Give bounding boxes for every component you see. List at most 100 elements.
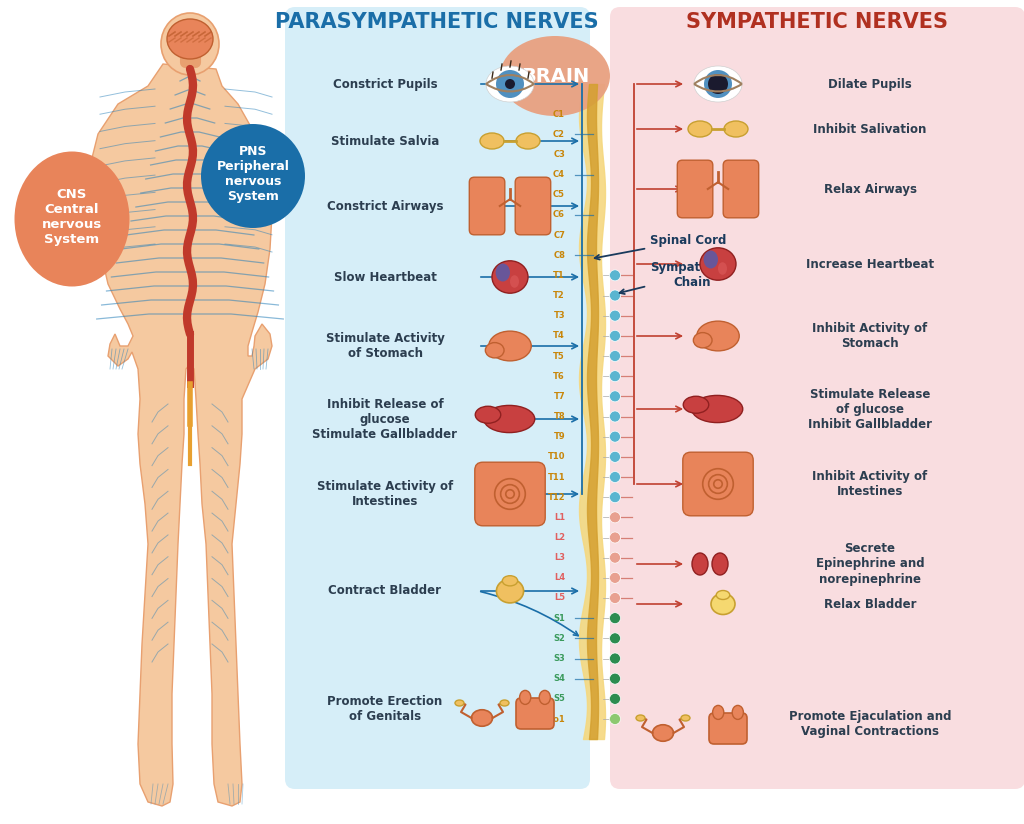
Text: S4: S4 [553, 674, 565, 683]
Ellipse shape [712, 553, 728, 575]
Circle shape [505, 79, 515, 89]
Circle shape [609, 653, 621, 664]
Circle shape [609, 492, 621, 503]
Text: Spinal Cord: Spinal Cord [595, 234, 726, 260]
Text: Constrict Airways: Constrict Airways [327, 199, 443, 213]
Ellipse shape [500, 36, 610, 116]
Circle shape [609, 269, 621, 281]
Text: Inhibit Activity of
Stomach: Inhibit Activity of Stomach [812, 322, 928, 350]
Text: Promote Erection
of Genitals: Promote Erection of Genitals [328, 695, 442, 723]
Circle shape [609, 330, 621, 341]
FancyBboxPatch shape [610, 7, 1024, 789]
Text: Stimulate Release
of glucose
Inhibit Gallbladder: Stimulate Release of glucose Inhibit Gal… [808, 387, 932, 430]
Text: PNS
Peripheral
nervous
System: PNS Peripheral nervous System [216, 145, 290, 203]
Text: T5: T5 [553, 352, 565, 361]
Text: Slow Heartbeat: Slow Heartbeat [334, 270, 436, 283]
Text: C6: C6 [553, 210, 565, 219]
Text: L1: L1 [554, 513, 565, 522]
Text: C3: C3 [553, 150, 565, 159]
Text: T8: T8 [553, 412, 565, 421]
Ellipse shape [497, 579, 523, 603]
Text: C5: C5 [553, 190, 565, 199]
FancyBboxPatch shape [723, 160, 759, 218]
Ellipse shape [732, 705, 743, 719]
Ellipse shape [485, 343, 504, 358]
Circle shape [609, 350, 621, 362]
Ellipse shape [492, 261, 528, 293]
Ellipse shape [683, 396, 709, 414]
Text: Stimulate Salvia: Stimulate Salvia [331, 134, 439, 147]
Text: T10: T10 [548, 452, 565, 461]
Text: S2: S2 [553, 634, 565, 643]
Text: T11: T11 [548, 472, 565, 481]
Circle shape [609, 613, 621, 624]
Ellipse shape [475, 406, 501, 424]
FancyBboxPatch shape [683, 452, 754, 516]
Circle shape [609, 552, 621, 563]
Text: Inhibit Activity of
Intestines: Inhibit Activity of Intestines [812, 470, 928, 498]
Text: Co1: Co1 [547, 714, 565, 723]
Text: S1: S1 [553, 614, 565, 623]
Text: Increase Heartbeat: Increase Heartbeat [806, 258, 934, 270]
Ellipse shape [688, 121, 712, 137]
Circle shape [609, 290, 621, 301]
Circle shape [705, 70, 732, 98]
Ellipse shape [496, 264, 510, 282]
Text: T3: T3 [553, 311, 565, 321]
Ellipse shape [692, 553, 708, 575]
Text: CNS
Central
nervous
System: CNS Central nervous System [42, 188, 102, 246]
Ellipse shape [711, 593, 735, 615]
Text: T9: T9 [553, 432, 565, 441]
Text: Sympathetic
Chain: Sympathetic Chain [620, 261, 733, 294]
Polygon shape [88, 64, 272, 806]
Circle shape [609, 592, 621, 603]
Text: Stimulate Activity of
Intestines: Stimulate Activity of Intestines [316, 480, 454, 508]
Ellipse shape [700, 248, 736, 280]
Ellipse shape [161, 13, 219, 75]
Ellipse shape [694, 66, 742, 102]
FancyBboxPatch shape [677, 160, 713, 218]
Text: Inhibit Release of
glucose
Stimulate Gallbladder: Inhibit Release of glucose Stimulate Gal… [312, 397, 458, 441]
Text: T6: T6 [553, 372, 565, 381]
Text: Relax Airways: Relax Airways [823, 182, 916, 195]
Circle shape [609, 714, 621, 724]
Circle shape [708, 74, 728, 94]
Ellipse shape [480, 133, 504, 149]
Text: T4: T4 [553, 331, 565, 340]
Circle shape [609, 452, 621, 462]
Circle shape [609, 411, 621, 422]
FancyBboxPatch shape [469, 177, 505, 235]
Text: Stimulate Activity
of Stomach: Stimulate Activity of Stomach [326, 332, 444, 360]
Ellipse shape [681, 715, 690, 721]
Ellipse shape [471, 709, 493, 726]
Text: Inhibit Salivation: Inhibit Salivation [813, 123, 927, 135]
Text: SYMPATHETIC NERVES: SYMPATHETIC NERVES [686, 12, 948, 32]
Ellipse shape [703, 250, 718, 269]
Text: BRAIN: BRAIN [521, 67, 589, 86]
Text: S3: S3 [553, 654, 565, 663]
Text: S5: S5 [553, 695, 565, 704]
Ellipse shape [713, 705, 724, 719]
Text: Constrict Pupils: Constrict Pupils [333, 77, 437, 91]
Ellipse shape [455, 700, 464, 706]
Text: Contract Bladder: Contract Bladder [329, 584, 441, 597]
Circle shape [609, 431, 621, 442]
Circle shape [609, 371, 621, 382]
Circle shape [496, 70, 524, 98]
Circle shape [609, 693, 621, 705]
Ellipse shape [14, 152, 129, 287]
Text: T2: T2 [553, 291, 565, 300]
FancyBboxPatch shape [475, 462, 545, 526]
Text: T1: T1 [553, 271, 565, 280]
Circle shape [609, 391, 621, 402]
Text: L3: L3 [554, 553, 565, 562]
Ellipse shape [693, 333, 712, 348]
Circle shape [609, 471, 621, 483]
Text: C7: C7 [553, 231, 565, 240]
Text: L2: L2 [554, 533, 565, 542]
Ellipse shape [716, 591, 730, 600]
Circle shape [201, 124, 305, 228]
Ellipse shape [488, 331, 531, 361]
Ellipse shape [519, 691, 530, 705]
Text: L4: L4 [554, 574, 565, 583]
